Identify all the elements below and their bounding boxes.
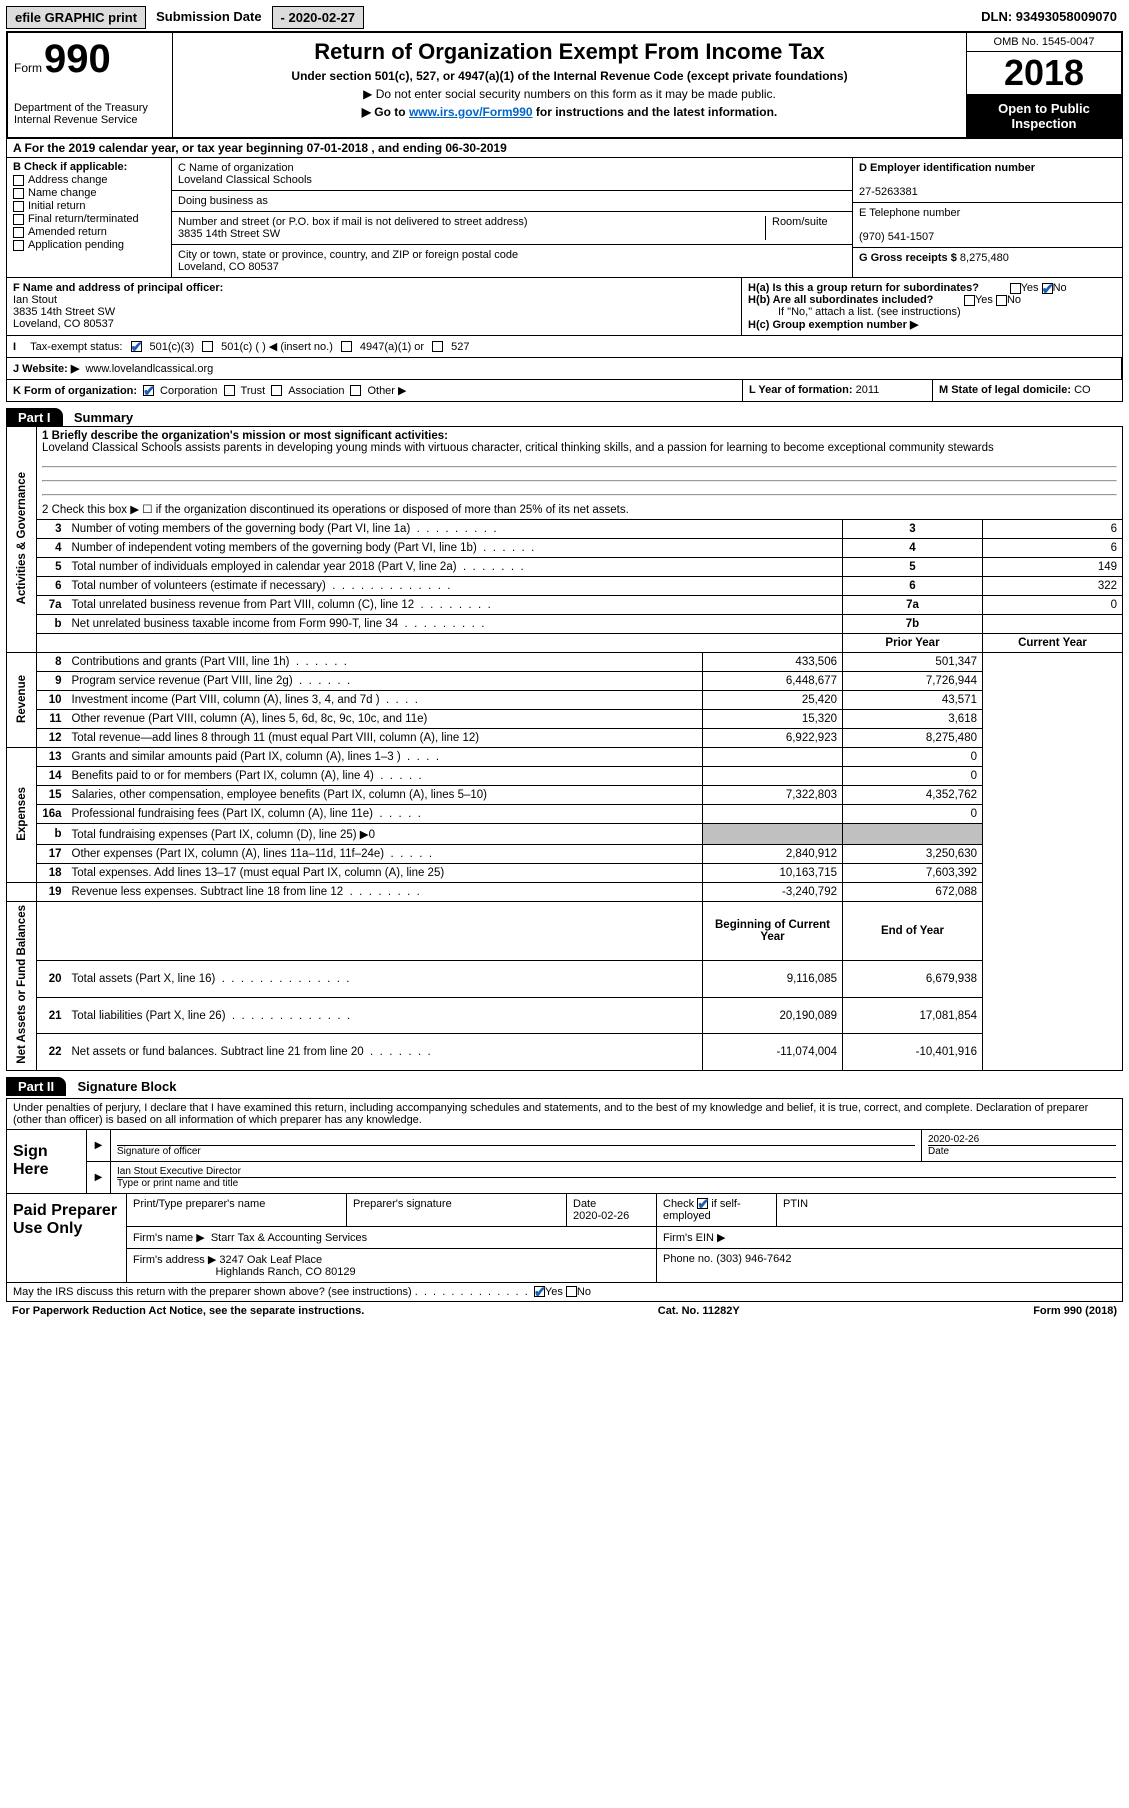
- part-2-title: Signature Block: [77, 1079, 176, 1094]
- room-label: Room/suite: [766, 216, 846, 240]
- mission-text: Loveland Classical Schools assists paren…: [42, 442, 994, 454]
- vside-revenue: Revenue: [7, 653, 37, 748]
- chk-527[interactable]: [432, 341, 443, 352]
- gross-value: 8,275,480: [960, 252, 1009, 264]
- part-1-header: Part I: [6, 408, 63, 427]
- phone-label: E Telephone number: [859, 207, 960, 219]
- section-c: C Name of organization Loveland Classica…: [172, 158, 852, 277]
- website: www.lovelandlcassical.org: [85, 363, 213, 375]
- chk-pending[interactable]: [13, 240, 24, 251]
- chk-discuss-yes[interactable]: [534, 1286, 545, 1297]
- form-header: Form990 Department of the Treasury Inter…: [6, 31, 1123, 139]
- footer-bottom: For Paperwork Reduction Act Notice, see …: [6, 1302, 1123, 1320]
- part-2-header: Part II: [6, 1077, 66, 1096]
- gross-label: G Gross receipts $: [859, 252, 957, 264]
- paid-preparer: Paid Preparer Use Only: [7, 1194, 127, 1282]
- top-bar: efile GRAPHIC print Submission Date - 20…: [6, 6, 1123, 29]
- subtitle-3: ▶ Go to www.irs.gov/Form990 for instruct…: [181, 105, 958, 119]
- vside-activities: Activities & Governance: [7, 427, 37, 653]
- org-city: Loveland, CO 80537: [178, 261, 846, 273]
- arrow-icon: ▶: [87, 1130, 111, 1161]
- h-b-no[interactable]: [996, 295, 1007, 306]
- chk-final[interactable]: [13, 214, 24, 225]
- ein-value: 27-5263381: [859, 186, 918, 198]
- summary-table: Activities & Governance 1 Briefly descri…: [6, 426, 1123, 1071]
- chk-trust[interactable]: [224, 385, 235, 396]
- submission-label: Submission Date: [150, 6, 267, 29]
- chk-501c[interactable]: [202, 341, 213, 352]
- org-name: Loveland Classical Schools: [178, 174, 846, 186]
- chk-initial[interactable]: [13, 201, 24, 212]
- part-1-title: Summary: [74, 410, 133, 425]
- chk-501c3[interactable]: [131, 341, 142, 352]
- section-h: H(a) Is this a group return for subordin…: [742, 278, 1122, 335]
- org-name-label: C Name of organization: [178, 162, 846, 174]
- chk-address[interactable]: [13, 175, 24, 186]
- efile-btn[interactable]: efile GRAPHIC print: [6, 6, 146, 29]
- row-k: K Form of organization: Corporation Trus…: [6, 379, 1123, 402]
- irs-link[interactable]: www.irs.gov/Form990: [409, 105, 533, 119]
- chk-selfemp[interactable]: [697, 1198, 708, 1209]
- open-inspection: Open to Public Inspection: [967, 95, 1121, 137]
- chk-corp[interactable]: [143, 385, 154, 396]
- chk-name[interactable]: [13, 188, 24, 199]
- section-b: B Check if applicable: Address change Na…: [7, 158, 172, 277]
- row-fgh: F Name and address of principal officer:…: [6, 277, 1123, 335]
- row-j: J Website: ▶ www.lovelandlcassical.org: [6, 357, 1123, 379]
- omb-number: OMB No. 1545-0047: [967, 33, 1121, 52]
- dln: DLN: 93493058009070: [975, 6, 1123, 29]
- row-a-period: A For the 2019 calendar year, or tax yea…: [6, 139, 1123, 158]
- signature-section: Under penalties of perjury, I declare th…: [6, 1098, 1123, 1283]
- department: Department of the Treasury Internal Reve…: [14, 102, 166, 126]
- ein-label: D Employer identification number: [859, 162, 1035, 174]
- row-i: I Tax-exempt status: 501(c)(3) 501(c) ( …: [6, 335, 1123, 357]
- addr-label: Number and street (or P.O. box if mail i…: [178, 216, 759, 228]
- section-d: D Employer identification number 27-5263…: [852, 158, 1122, 277]
- info-grid: B Check if applicable: Address change Na…: [6, 158, 1123, 277]
- section-f: F Name and address of principal officer:…: [7, 278, 742, 335]
- chk-discuss-no[interactable]: [566, 1286, 577, 1297]
- chk-other[interactable]: [350, 385, 361, 396]
- h-a-yes[interactable]: [1010, 283, 1021, 294]
- sign-here: Sign Here: [7, 1130, 87, 1193]
- phone-value: (970) 541-1507: [859, 231, 934, 243]
- form-number: Form990: [14, 37, 166, 82]
- org-address: 3835 14th Street SW: [178, 228, 759, 240]
- vside-netassets: Net Assets or Fund Balances: [7, 902, 37, 1071]
- submission-date: - 2020-02-27: [272, 6, 364, 29]
- h-a-no[interactable]: [1042, 283, 1053, 294]
- footer-may-discuss: May the IRS discuss this return with the…: [6, 1283, 1123, 1302]
- city-label: City or town, state or province, country…: [178, 249, 846, 261]
- chk-assoc[interactable]: [271, 385, 282, 396]
- h-b-yes[interactable]: [964, 295, 975, 306]
- arrow-icon: ▶: [87, 1162, 111, 1193]
- chk-amended[interactable]: [13, 227, 24, 238]
- declaration: Under penalties of perjury, I declare th…: [7, 1099, 1122, 1130]
- form-title: Return of Organization Exempt From Incom…: [181, 39, 958, 65]
- tax-year: 2018: [967, 52, 1121, 95]
- dba-label: Doing business as: [172, 191, 852, 212]
- chk-4947[interactable]: [341, 341, 352, 352]
- vside-expenses: Expenses: [7, 748, 37, 883]
- subtitle-1: Under section 501(c), 527, or 4947(a)(1)…: [181, 69, 958, 83]
- subtitle-2: ▶ Do not enter social security numbers o…: [181, 87, 958, 101]
